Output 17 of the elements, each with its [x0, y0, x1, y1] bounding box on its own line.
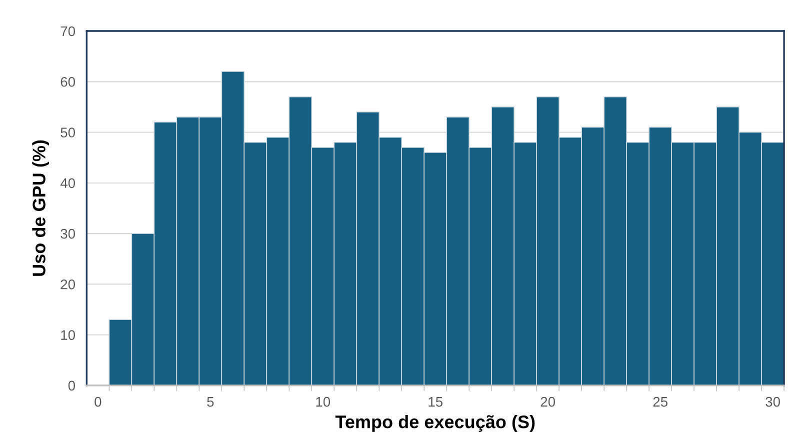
x-tick-label: 30	[766, 396, 780, 407]
x-tick-label: 5	[207, 397, 214, 407]
y-tick-label: 40	[60, 178, 76, 188]
x-axis-title: Tempo de execução (S)	[335, 415, 535, 432]
y-tick-label: 70	[60, 26, 76, 36]
y-tick-label: 50	[60, 128, 76, 138]
x-tick-label: 20	[540, 396, 556, 407]
y-tick-label: 20	[60, 279, 76, 290]
x-tick-label: 25	[653, 396, 668, 407]
y-tick-label: 30	[60, 228, 76, 239]
x-tick-label: 15	[428, 397, 443, 407]
x-tick-label: 0	[94, 396, 102, 407]
y-tick-label: 10	[61, 330, 76, 340]
y-axis-title: Uso de GPU (%)	[32, 140, 50, 276]
y-tick-label: 0	[68, 380, 76, 391]
x-tick-label: 10	[316, 396, 330, 407]
y-tick-label: 60	[60, 76, 76, 87]
